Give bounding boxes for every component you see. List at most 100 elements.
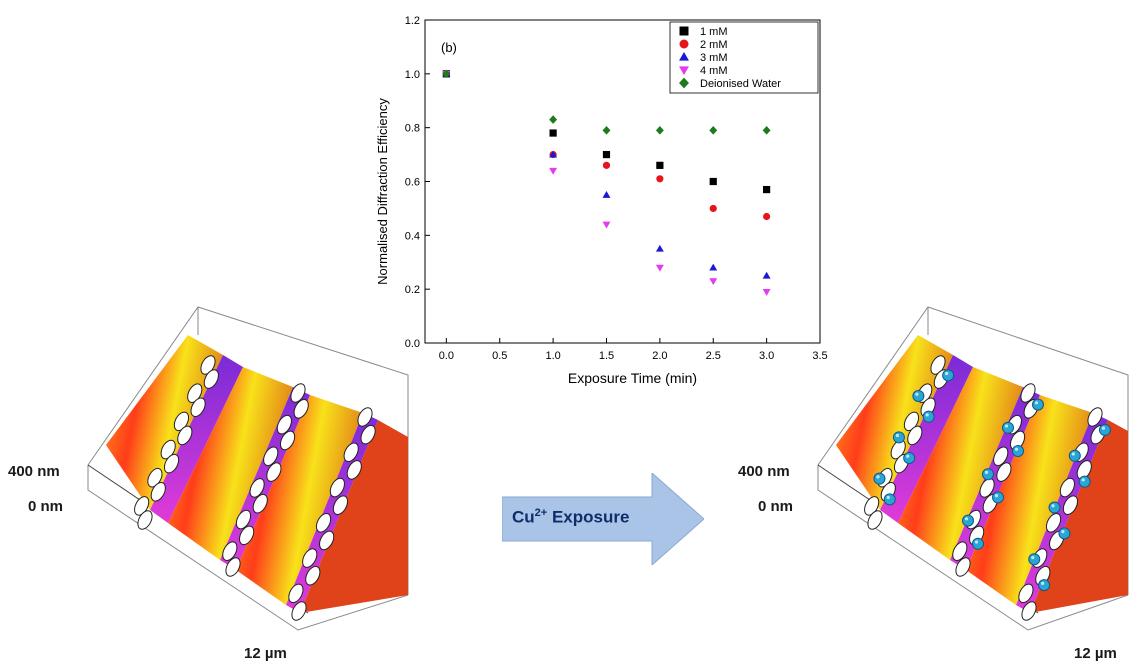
particle: [907, 425, 923, 446]
particle: [302, 548, 318, 568]
copper-ion-highlight: [1101, 426, 1106, 430]
particle: [1062, 495, 1079, 515]
copper-ion-highlight: [876, 475, 880, 479]
copper-ion-highlight: [945, 371, 949, 376]
particle: [222, 541, 238, 561]
particle: [293, 399, 309, 419]
data-point-3-mm: [655, 244, 664, 252]
particle: [203, 369, 219, 389]
copper-ion-highlight: [906, 454, 910, 458]
particle: [315, 513, 332, 533]
data-point-1-mm: [709, 177, 717, 186]
legend-label: 1 mM: [700, 26, 728, 38]
particle: [173, 411, 190, 432]
y-tick-label: 1.2: [405, 15, 420, 27]
particle: [1087, 407, 1103, 427]
copper-ion: [873, 472, 886, 485]
particle: [864, 496, 880, 516]
data-point-deionised-water: [762, 126, 771, 135]
copper-ion: [883, 493, 896, 506]
x-tick-label: 3.5: [812, 350, 827, 362]
copper-ion-highlight: [1051, 504, 1055, 508]
copper-ion: [962, 514, 974, 527]
copper-ion-highlight: [1081, 478, 1085, 482]
copper-ion-highlight: [1031, 555, 1035, 560]
copper-ion-highlight: [915, 392, 919, 396]
x-axis-label: Exposure Time (min): [568, 370, 697, 386]
copper-ion: [1098, 423, 1111, 436]
data-point-1-mm: [549, 129, 557, 137]
particle: [346, 460, 362, 480]
copper-ion: [1068, 449, 1081, 462]
particle: [160, 439, 176, 460]
particle: [137, 510, 153, 530]
particle: [263, 446, 279, 467]
arrow-label-sup: 2+: [534, 507, 548, 519]
x-tick-label: 0.0: [439, 350, 454, 362]
legend-marker: [679, 77, 689, 89]
particle: [979, 478, 995, 498]
particle: [279, 430, 296, 451]
data-point-2-mm: [602, 161, 611, 169]
legend-label: 3 mM: [700, 52, 728, 64]
copper-ion-highlight: [1061, 530, 1065, 534]
data-point-deionised-water: [602, 126, 611, 135]
particle: [190, 397, 206, 418]
copper-ion-highlight: [1071, 452, 1075, 456]
data-point-1-mm: [656, 161, 664, 169]
particle: [288, 583, 304, 604]
copper-ion-highlight: [1014, 447, 1019, 451]
copper-ion-highlight: [1034, 401, 1039, 405]
particle: [276, 414, 292, 435]
copper-ion: [1002, 421, 1014, 434]
particle: [1021, 601, 1037, 621]
data-point-2-mm: [656, 175, 664, 183]
particle: [225, 557, 241, 577]
particle: [200, 355, 216, 375]
data-point-1-mm: [602, 150, 611, 159]
exposure-arrow: Cu2+ Exposure: [501, 471, 705, 567]
copper-ion-highlight: [994, 494, 999, 498]
particle: [1059, 477, 1075, 498]
particle: [266, 462, 282, 482]
data-point-deionised-water: [709, 126, 718, 135]
copper-ion: [892, 431, 905, 444]
data-point-deionised-water: [655, 126, 664, 135]
y-tick-label: 0.8: [405, 123, 420, 135]
plot-area: 0.0 0.5 1.0 1.5 2.0 2.5 3.0 3.5 0.0 0.2 0.4 0.6 0.8 1…: [375, 15, 828, 386]
y-axis-label: Normalised Diffraction Efficiency: [375, 98, 390, 285]
particle: [147, 467, 163, 488]
particle: [163, 453, 180, 474]
legend-marker: [679, 39, 689, 49]
data-point-3-mm: [709, 263, 718, 271]
right-width-label: 12 µm: [1074, 645, 1117, 662]
copper-ion: [992, 491, 1004, 504]
copper-ion-highlight: [964, 517, 969, 521]
particle: [930, 355, 946, 375]
particle: [903, 411, 920, 432]
copper-ion: [903, 452, 916, 464]
data-point-2-mm: [763, 212, 771, 221]
particle: [291, 601, 307, 621]
data-point-1-mm: [763, 185, 771, 194]
scatter-chart: 0.0 0.5 1.0 1.5 2.0 2.5 3.0 3.5 0.0 0.2 0.4 0.6 0.8 1…: [375, 15, 828, 386]
copper-ion-highlight: [984, 470, 989, 474]
data-point-4-mm: [549, 167, 558, 175]
copper-ion: [922, 410, 935, 423]
data-point-4-mm: [762, 288, 771, 296]
y-tick-label: 0.6: [405, 177, 420, 189]
left-surface-plot: [87, 306, 409, 631]
particle-chains: [134, 355, 376, 621]
x-tick-label: 3.0: [759, 350, 774, 362]
particle: [252, 493, 268, 514]
particle: [343, 442, 359, 463]
arrow-label-tail: Exposure: [547, 507, 630, 527]
particle: [360, 424, 376, 445]
data-point-4-mm: [602, 221, 611, 229]
right-surface-plot: [817, 306, 1129, 631]
x-tick-label: 1.0: [545, 350, 560, 362]
particle: [357, 407, 373, 427]
copper-ion: [912, 390, 925, 402]
y-tick-label: 0.2: [405, 284, 420, 296]
copper-ion: [1078, 475, 1091, 488]
